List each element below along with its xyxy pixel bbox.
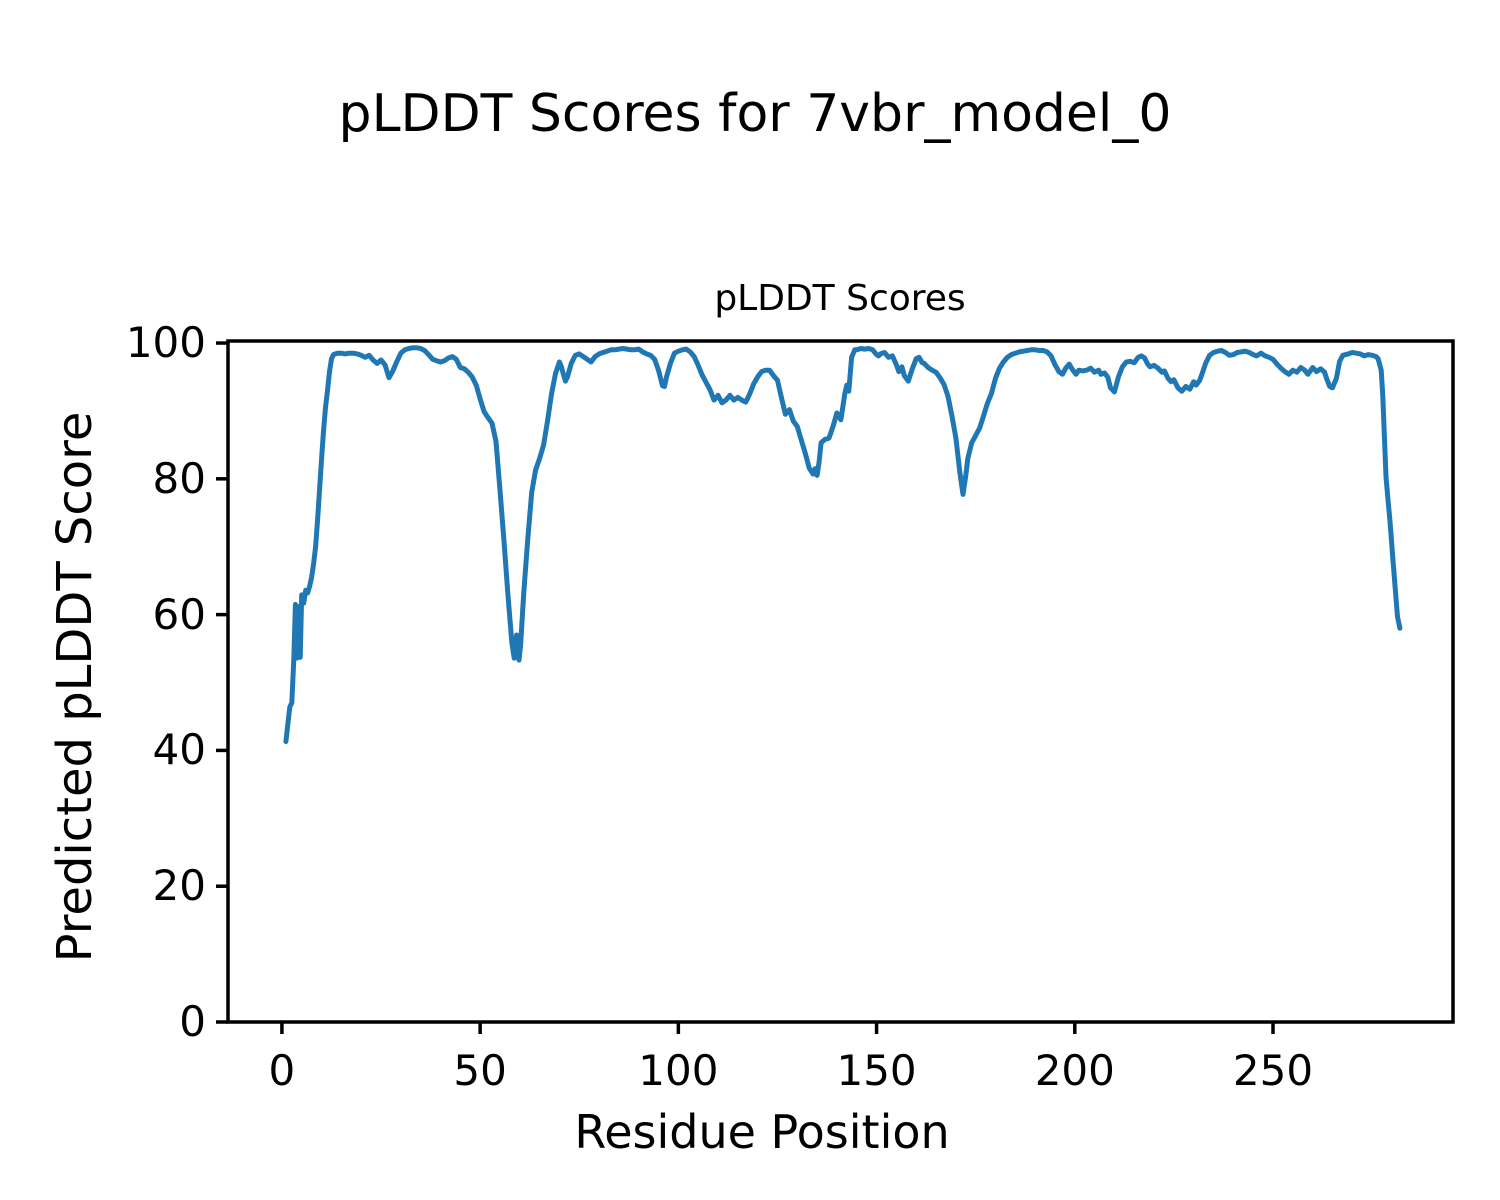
plot-border	[226, 339, 1455, 1024]
x-tick-label: 50	[453, 1046, 507, 1095]
figure-title: pLDDT Scores for 7vbr_model_0	[338, 84, 1172, 144]
y-tick-label: 60	[152, 589, 206, 639]
x-tick-label: 100	[638, 1046, 719, 1095]
y-tick-label: 20	[152, 861, 206, 911]
y-tick-label: 40	[152, 725, 206, 775]
y-tick-label: 80	[152, 453, 206, 503]
x-tick-label: 250	[1232, 1046, 1314, 1095]
tick-marks	[216, 341, 1275, 1034]
plddt-line	[283, 345, 1403, 745]
x-tick-label: 200	[1034, 1046, 1115, 1095]
y-tick-label: 100	[125, 318, 206, 368]
x-axis-label: Residue Position	[574, 1105, 950, 1159]
y-tick-label: 0	[179, 997, 206, 1046]
axes-title: pLDDT Scores	[714, 278, 966, 319]
x-tick-label: 150	[836, 1046, 917, 1095]
x-tick-label: 0	[268, 1046, 296, 1095]
